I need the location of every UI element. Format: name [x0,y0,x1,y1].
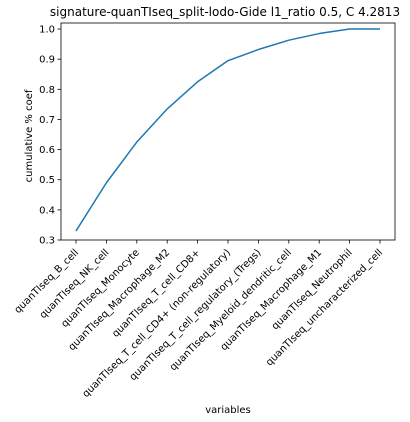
series-line [76,29,380,231]
y-tick-label: 0.8 [39,85,55,96]
chart-title: signature-quanTIseq_split-lodo-Gide l1_r… [50,5,400,19]
y-tick-label: 0.5 [39,175,55,186]
y-axis-title: cumulative % coef [24,89,35,182]
y-tick-label: 0.3 [39,236,55,247]
plot-frame [61,23,395,240]
x-axis-title: variables [205,405,251,416]
y-tick-label: 1.0 [39,25,55,36]
y-tick-label: 0.9 [39,55,55,66]
y-tick-label: 0.7 [39,115,55,126]
y-tick-label: 0.4 [39,205,55,216]
y-tick-label: 0.6 [39,145,55,156]
plot-area: 0.30.40.50.60.70.80.91.0quanTIseq_B_cell… [13,23,395,400]
